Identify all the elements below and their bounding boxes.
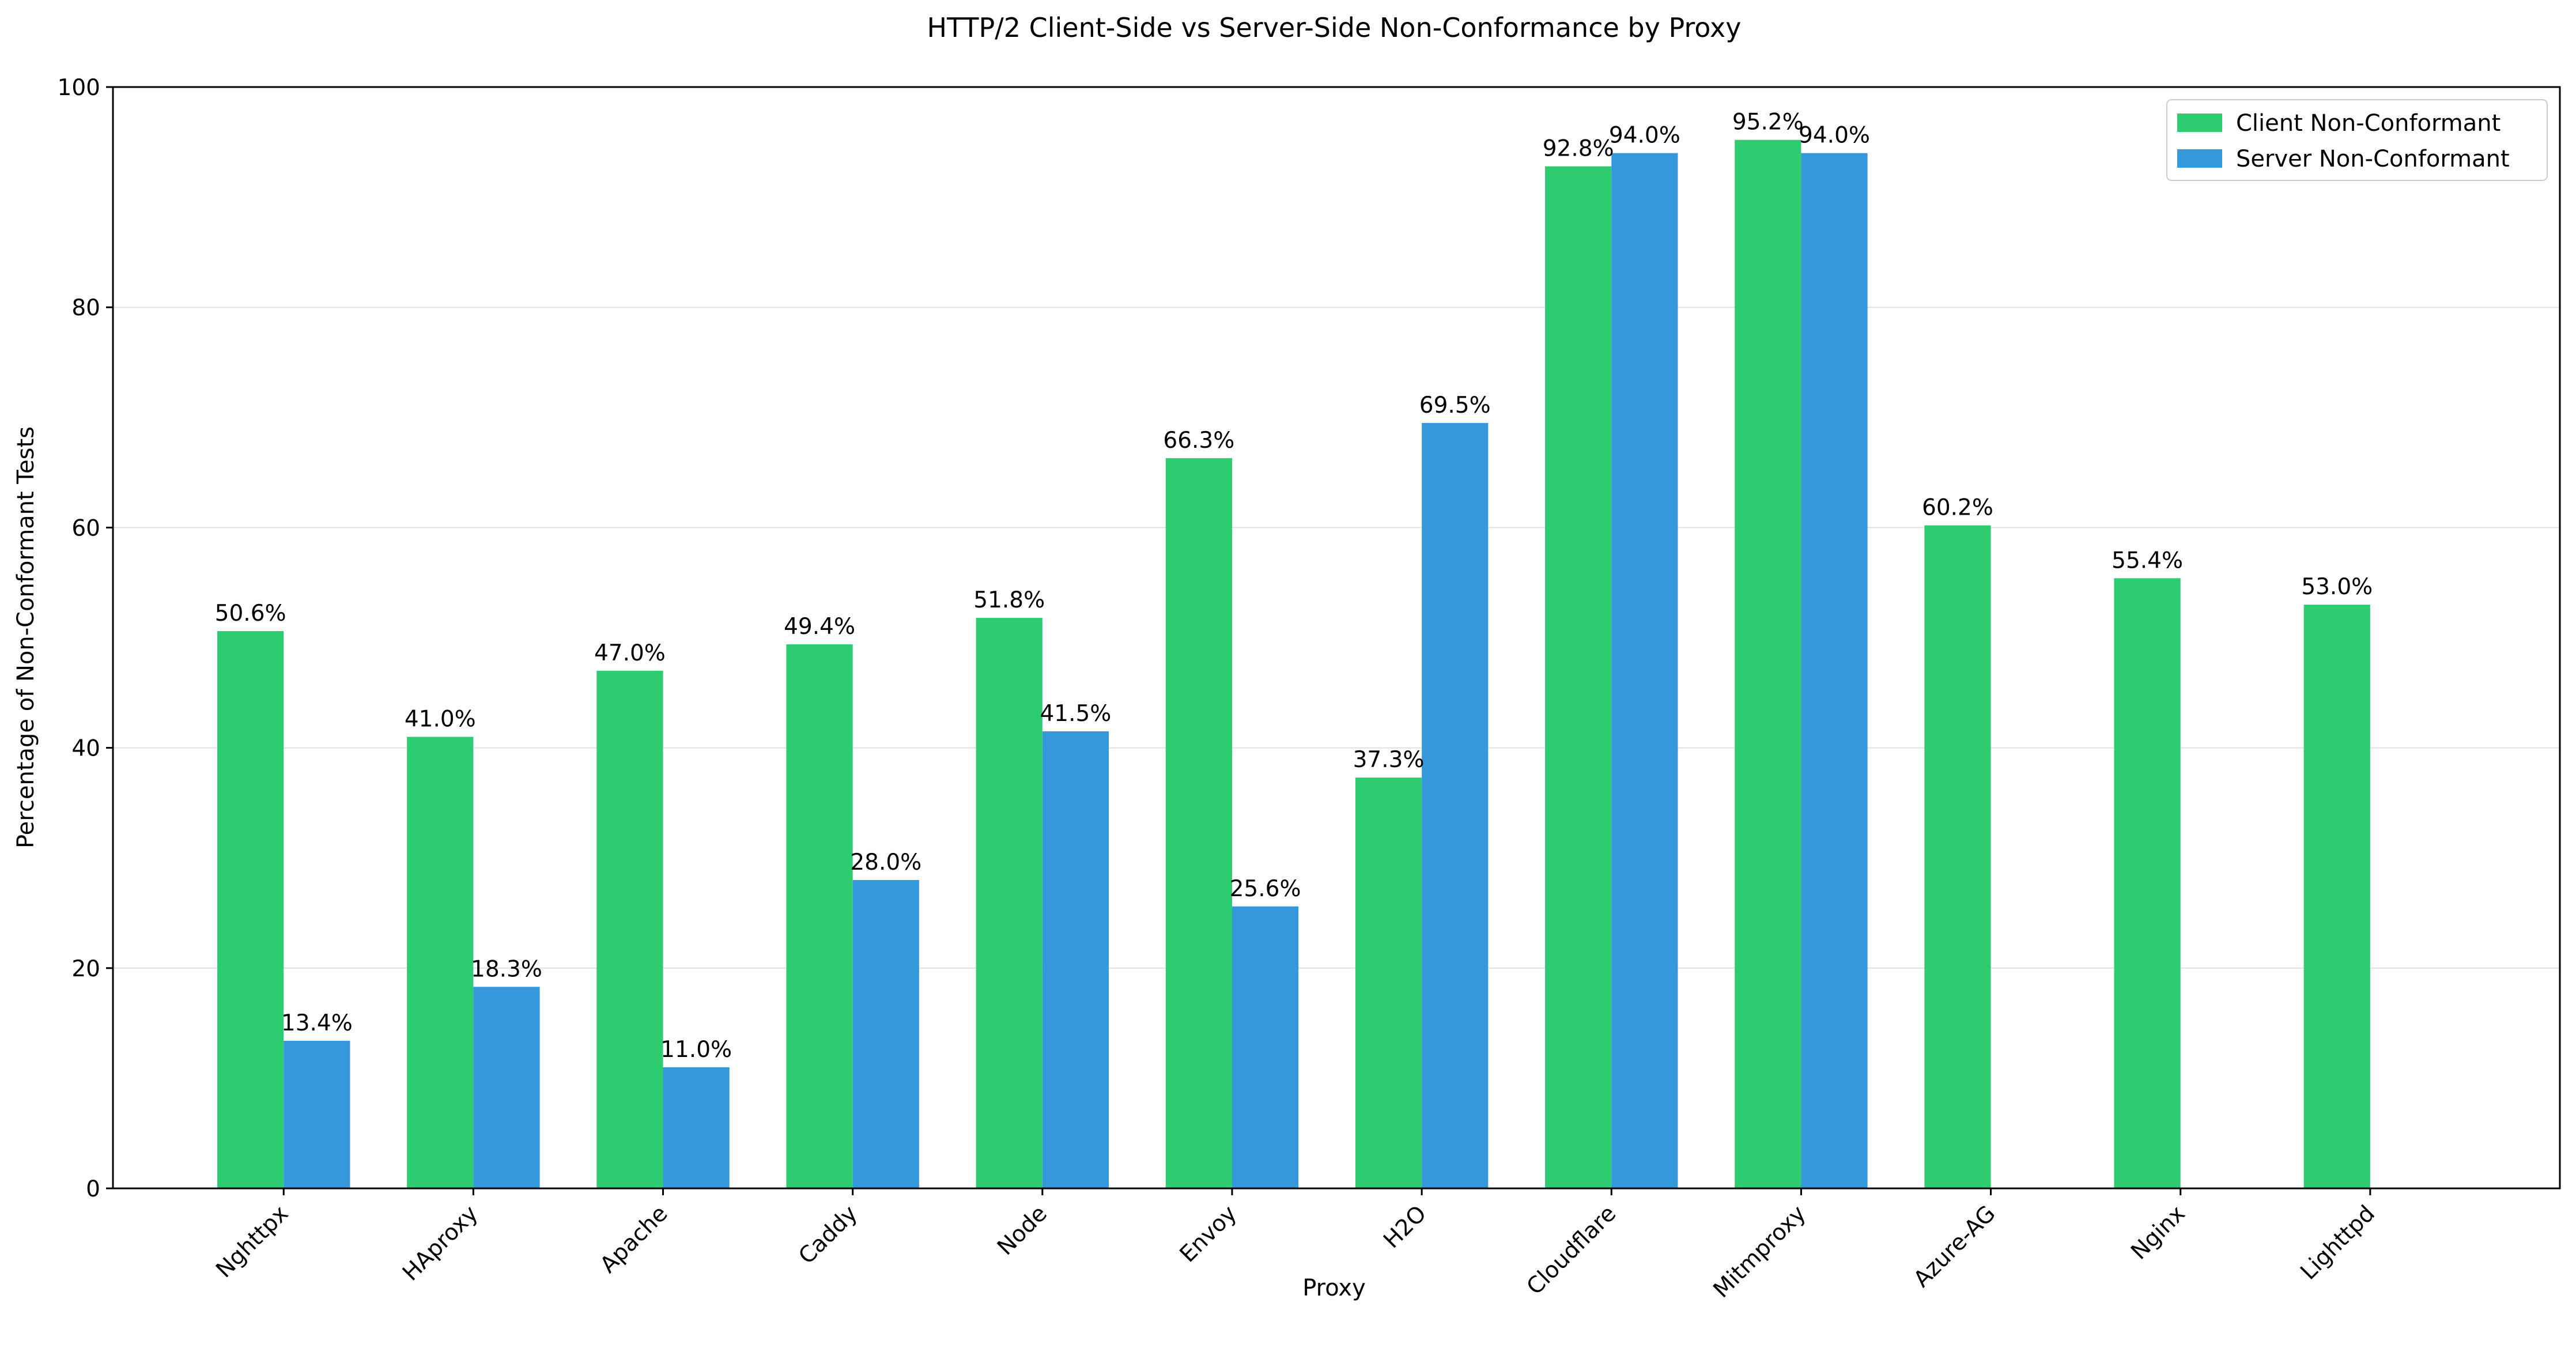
server-bar <box>284 1040 350 1188</box>
data-label: 51.8% <box>973 587 1045 613</box>
x-axis-label: Proxy <box>1302 1275 1366 1301</box>
legend: Client Non-Conformant Server Non-Conforma… <box>2166 99 2548 181</box>
x-tick-label: Cloudflare <box>1522 1200 1622 1300</box>
server-bar <box>1801 153 1868 1188</box>
data-label: 47.0% <box>594 640 666 666</box>
client-bar <box>2303 605 2370 1188</box>
data-label: 11.0% <box>660 1037 732 1063</box>
y-tick-label: 100 <box>58 75 100 101</box>
data-label: 55.4% <box>2112 548 2183 573</box>
y-tick-label: 20 <box>71 956 100 982</box>
y-tick-label: 80 <box>71 295 100 321</box>
server-bar <box>1611 153 1678 1188</box>
client-bar <box>1735 139 1801 1188</box>
x-tick-label: Envoy <box>1175 1200 1242 1267</box>
bars <box>217 139 2370 1188</box>
legend-label: Server Non-Conformant <box>2236 146 2510 172</box>
client-bar <box>786 644 853 1188</box>
client-bar <box>1355 777 1422 1188</box>
y-axis-label: Percentage of Non-Conformant Tests <box>13 426 39 848</box>
plot-frame <box>112 86 2561 1190</box>
client-bar <box>217 631 284 1188</box>
y-tick-label: 0 <box>86 1176 100 1202</box>
data-label: 25.6% <box>1230 876 1301 902</box>
data-label: 41.0% <box>405 706 476 732</box>
client-bar <box>1545 166 1612 1188</box>
data-label: 94.0% <box>1799 123 1870 149</box>
data-label: 50.6% <box>215 601 286 626</box>
chart-title: HTTP/2 Client-Side vs Server-Side Non-Co… <box>927 12 1742 43</box>
data-label: 53.0% <box>2301 574 2373 600</box>
x-tick-label: Azure-AG <box>1909 1200 2000 1292</box>
data-label: 41.5% <box>1040 701 1111 727</box>
data-label: 49.4% <box>784 614 855 640</box>
data-label: 69.5% <box>1419 392 1491 418</box>
client-bar <box>1165 458 1232 1188</box>
y-tick-label: 40 <box>71 736 100 762</box>
data-label: 18.3% <box>471 956 542 982</box>
server-bar <box>663 1067 730 1188</box>
data-label: 94.0% <box>1609 123 1680 149</box>
x-tick-label: HAproxy <box>398 1200 483 1286</box>
x-tick-label: Nghttpx <box>211 1200 293 1283</box>
server-bar <box>1232 906 1299 1188</box>
x-tick-label: Nginx <box>2126 1200 2190 1264</box>
x-tick-label: Lighttpd <box>2295 1200 2379 1285</box>
x-tick-label: H2O <box>1378 1200 1431 1253</box>
legend-swatch <box>2177 114 2222 132</box>
data-label: 95.2% <box>1732 110 1804 135</box>
y-tick-label: 60 <box>71 515 100 541</box>
data-label: 92.8% <box>1543 136 1614 162</box>
legend-label: Client Non-Conformant <box>2236 110 2501 137</box>
server-bar <box>852 879 919 1188</box>
data-label: 37.3% <box>1353 747 1425 773</box>
client-bar <box>596 670 663 1188</box>
x-tick-label: Node <box>992 1200 1052 1260</box>
data-label: 66.3% <box>1163 428 1234 454</box>
x-tick-label: Apache <box>595 1200 673 1278</box>
server-bar <box>1042 731 1109 1188</box>
server-bar <box>1422 422 1489 1188</box>
client-bar <box>976 618 1043 1188</box>
server-bar <box>473 987 540 1188</box>
data-label: 13.4% <box>281 1010 353 1036</box>
data-labels: 50.6% 41.0% 47.0% 49.4% 51.8% 66.3% 37.3% 92.8%… <box>215 110 2373 1063</box>
x-tick-label: Caddy <box>794 1200 862 1269</box>
data-label: 28.0% <box>850 849 921 875</box>
x-tick-label: Mitmproxy <box>1709 1200 1811 1303</box>
client-bar <box>2114 578 2181 1188</box>
legend-swatch <box>2177 149 2222 168</box>
client-bar <box>1924 525 1991 1188</box>
client-bar <box>407 737 474 1188</box>
gridlines <box>113 307 2560 969</box>
data-label: 60.2% <box>1922 495 1993 521</box>
legend-box <box>2166 99 2548 181</box>
